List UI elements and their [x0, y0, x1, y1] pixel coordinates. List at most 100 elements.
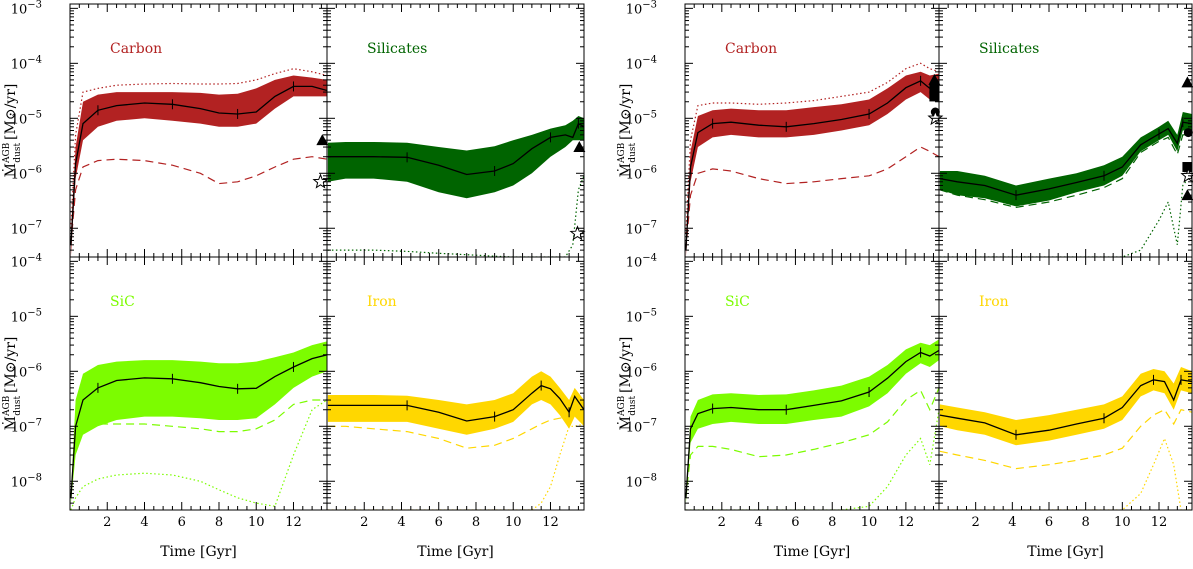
uncertainty-band	[327, 116, 584, 199]
dashed-line	[685, 146, 939, 251]
dotted-line	[685, 62, 939, 234]
x-tick-label: 6	[1045, 515, 1053, 530]
panel-frame	[69, 3, 328, 258]
x-axis-title: Time [Gyr]	[1027, 544, 1104, 560]
obs-square	[1182, 162, 1193, 173]
y-tick-label: 10−8	[626, 472, 657, 490]
plot-area	[327, 116, 584, 257]
y-tick-label: 10−5	[626, 307, 657, 325]
panel-left-silicates: Silicates	[326, 3, 586, 258]
obs-star	[312, 173, 329, 189]
y-tick-label: 10−4	[11, 252, 42, 270]
y-tick-label: 10−7	[11, 219, 42, 237]
y-axis-title: ṀAGBdust[M⊙/yr]	[1, 84, 23, 178]
uncertainty-band	[685, 339, 939, 504]
uncertainty-band	[939, 112, 1192, 207]
y-axis-title: ṀAGBdust[M⊙/yr]	[616, 337, 638, 431]
x-tick-label: 8	[828, 515, 836, 530]
median-line	[327, 384, 584, 422]
x-tick-label: 12	[1151, 515, 1168, 530]
obs-square	[929, 91, 940, 102]
y-tick-label: 10−7	[626, 219, 657, 237]
x-tick-label: 10	[1114, 515, 1131, 530]
plot-area	[70, 341, 327, 510]
x-tick-label: 6	[435, 515, 443, 530]
species-label: Carbon	[725, 41, 777, 57]
x-tick-label: 4	[140, 515, 148, 530]
plot-area	[685, 339, 939, 510]
species-label: Silicates	[367, 41, 427, 57]
y-tick-label: 10−4	[626, 252, 657, 270]
plot-area	[70, 68, 327, 257]
species-label: SiC	[725, 294, 750, 310]
dotted-line	[939, 436, 1192, 510]
dashed-line	[939, 408, 1192, 470]
panel-right-iron: 2 4 6 8 10 12 Iron Time [Gyr]	[938, 256, 1193, 560]
dotted-line	[685, 409, 939, 510]
median-line	[685, 349, 939, 498]
panel-right-carbon: 10−710−610−510−410−3CarbonṀAGBdust[M⊙/yr…	[616, 0, 944, 258]
y-axis-title: ṀAGBdust[M⊙/yr]	[1, 337, 23, 431]
x-tick-label: 4	[754, 515, 762, 530]
median-line	[70, 354, 327, 498]
x-tick-label: 4	[397, 515, 405, 530]
x-tick-label: 12	[898, 515, 915, 530]
uncertainty-band	[939, 367, 1192, 446]
obs-triangle	[928, 73, 941, 85]
uncertainty-band	[70, 341, 327, 504]
x-tick-label: 4	[1008, 515, 1016, 530]
dotted-line	[70, 399, 327, 510]
uncertainty-band	[70, 75, 327, 257]
panel-frame	[684, 256, 940, 511]
median-line	[70, 85, 327, 245]
obs-star	[569, 225, 586, 241]
median-line	[685, 80, 939, 251]
x-axis-title: Time [Gyr]	[774, 544, 851, 560]
y-tick-label: 10−5	[11, 307, 42, 325]
x-tick-label: 8	[215, 515, 223, 530]
x-tick-label: 10	[505, 515, 522, 530]
uncertainty-band	[685, 71, 939, 257]
x-tick-label: 6	[178, 515, 186, 530]
median-line	[939, 121, 1192, 196]
species-label: SiC	[110, 294, 135, 310]
x-tick-label: 8	[472, 515, 480, 530]
dashed-line	[685, 387, 939, 498]
species-label: Iron	[367, 294, 397, 310]
species-label: Silicates	[979, 41, 1039, 57]
median-line	[939, 379, 1192, 436]
x-tick-label: 8	[1082, 515, 1090, 530]
x-tick-label: 12	[285, 515, 302, 530]
obs-triangle	[316, 134, 329, 146]
dashed-line	[70, 156, 327, 245]
uncertainty-band	[327, 371, 584, 435]
x-axis-title: Time [Gyr]	[417, 544, 494, 560]
obs-triangle	[1181, 189, 1193, 201]
x-axis-title: Time [Gyr]	[160, 544, 237, 560]
obs-triangle	[573, 141, 586, 153]
panel-left-carbon: 10−710−610−510−410−3CarbonṀAGBdust[M⊙/yr…	[1, 0, 329, 258]
y-tick-label: 10−3	[626, 0, 657, 17]
obs-square	[929, 83, 940, 94]
x-tick-label: 12	[542, 515, 559, 530]
panel-right-silicates: Silicates	[938, 3, 1193, 258]
y-tick-label: 10−4	[11, 54, 42, 72]
panel-left-iron: 2 4 6 8 10 12 Iron Time [Gyr]	[326, 256, 585, 560]
species-label: Iron	[979, 294, 1009, 310]
plot-area	[939, 367, 1192, 510]
obs-triangle	[1181, 76, 1193, 88]
obs-circle	[1183, 128, 1193, 138]
species-label: Carbon	[110, 41, 162, 57]
dashed-line	[70, 399, 327, 498]
y-tick-label: 10−4	[626, 54, 657, 72]
plot-area	[939, 112, 1192, 257]
dashed-line	[327, 414, 584, 449]
obs-star	[927, 109, 944, 126]
dotted-line	[327, 423, 584, 510]
y-axis-title: ṀAGBdust[M⊙/yr]	[616, 84, 638, 178]
x-tick-label: 10	[248, 515, 265, 530]
x-tick-label: 2	[103, 515, 111, 530]
